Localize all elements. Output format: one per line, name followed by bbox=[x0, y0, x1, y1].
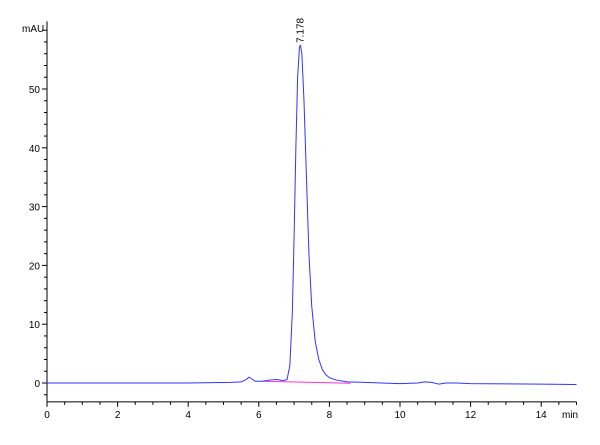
y-tick-label: 30 bbox=[29, 203, 41, 214]
integration-baseline bbox=[262, 380, 351, 384]
x-tick-label: 8 bbox=[327, 410, 333, 421]
x-tick-label: 4 bbox=[185, 410, 191, 421]
y-tick-label: 20 bbox=[29, 261, 41, 272]
x-tick-label: 14 bbox=[536, 410, 548, 421]
peak-label: 7.178 bbox=[295, 17, 306, 42]
y-tick-label: 50 bbox=[29, 85, 41, 96]
x-tick-label: 0 bbox=[44, 410, 50, 421]
axes: 0 10 20 30 40 50 0 2 4 6 8 10 12 14 bbox=[29, 21, 577, 421]
x-tick-label: 12 bbox=[465, 410, 477, 421]
y-tick-label: 0 bbox=[34, 379, 40, 390]
x-axis-label: min bbox=[562, 410, 578, 421]
x-tick-label: 6 bbox=[256, 410, 262, 421]
y-tick-label: 10 bbox=[29, 320, 41, 331]
x-tick-label: 10 bbox=[394, 410, 406, 421]
chromatogram-trace bbox=[47, 44, 577, 385]
y-tick-label: 40 bbox=[29, 144, 41, 155]
x-tick-label: 2 bbox=[115, 410, 121, 421]
y-axis-label: mAU bbox=[22, 24, 44, 35]
